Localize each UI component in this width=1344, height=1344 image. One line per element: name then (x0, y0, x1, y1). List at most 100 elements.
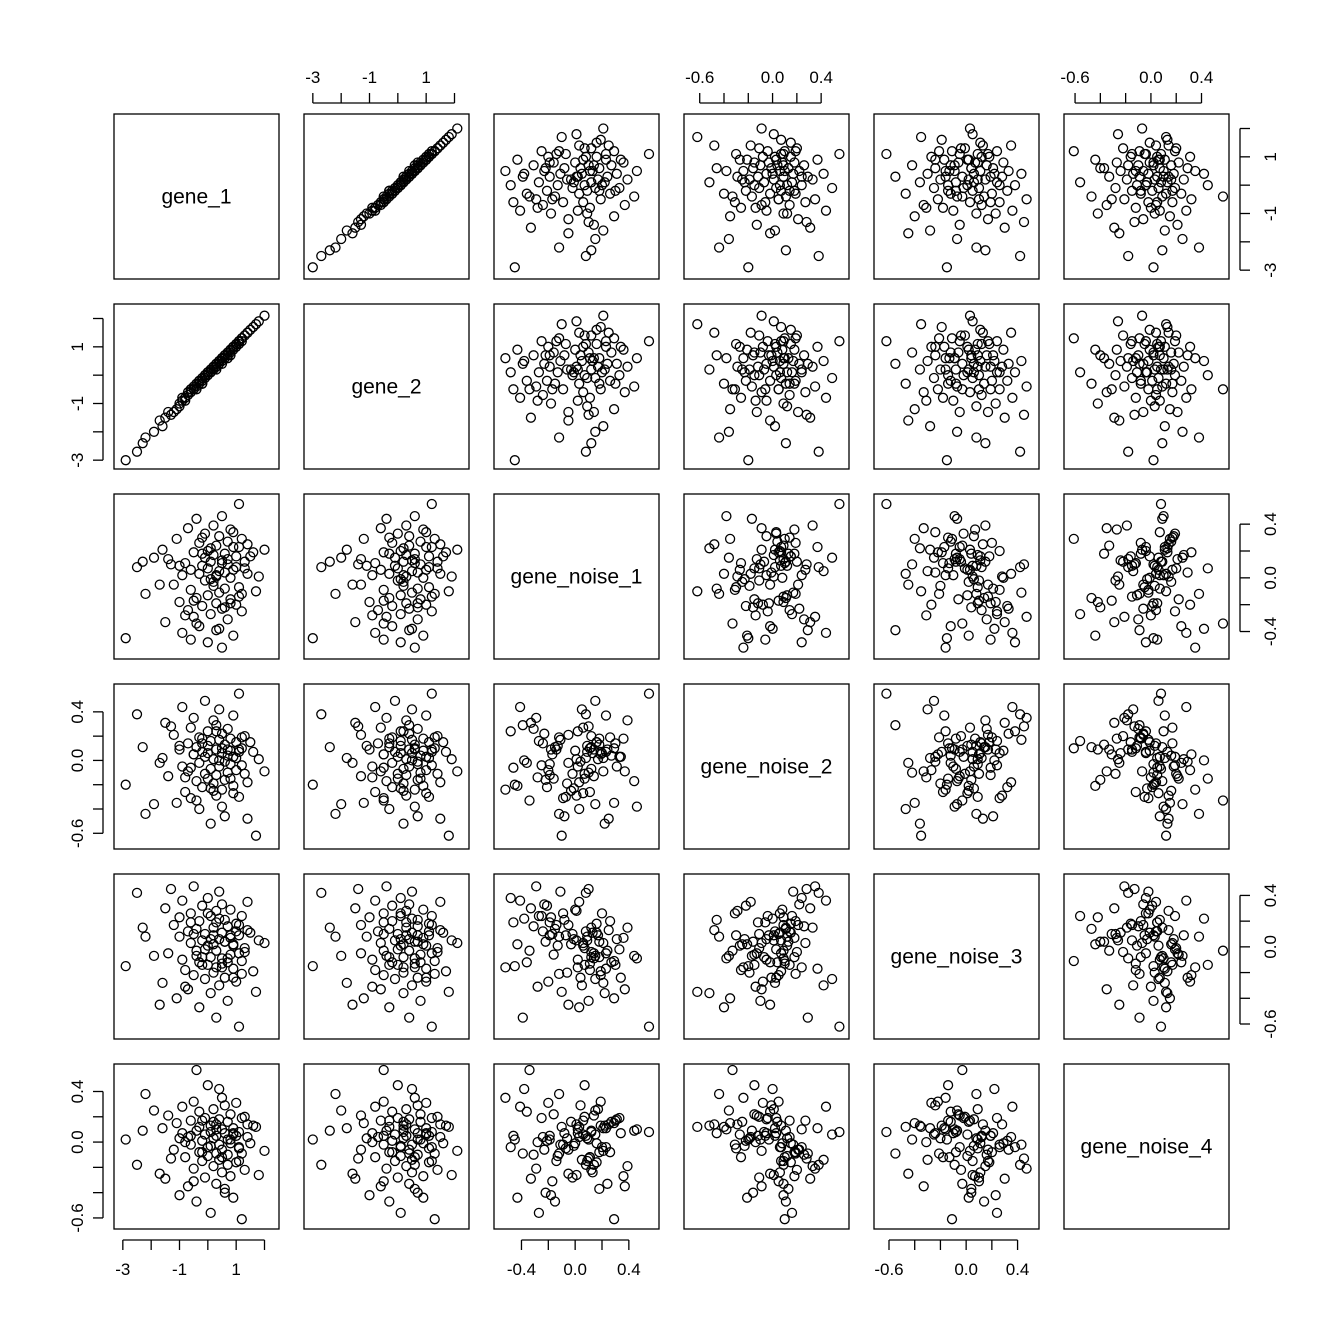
scatter-point (544, 917, 555, 928)
scatter-point (384, 959, 395, 971)
scatter-point (1154, 341, 1165, 352)
scatter-point (996, 790, 1008, 801)
scatter-point (355, 729, 367, 741)
scatter-point (528, 723, 539, 735)
scatter-point (180, 610, 191, 621)
scatter-point (412, 930, 423, 941)
scatter-point (768, 571, 779, 582)
scatter-point (590, 233, 601, 245)
scatter-point (517, 1148, 528, 1159)
scatter-point (163, 948, 174, 959)
scatter-point (561, 364, 573, 375)
scatter-point (985, 769, 996, 781)
scatter-point (588, 353, 600, 364)
scatter-point (188, 1176, 199, 1187)
scatter-point (763, 350, 775, 361)
scatter-point (578, 154, 589, 165)
scatter-point (937, 786, 949, 798)
scatter-point (140, 1088, 151, 1100)
scatter-point (932, 194, 944, 205)
scatter-point (760, 634, 771, 645)
scatter-point (798, 614, 810, 625)
scatter-point (881, 1126, 892, 1138)
scatter-point (148, 426, 160, 437)
scatter-point (791, 1164, 803, 1176)
scatter-point (611, 933, 622, 945)
scatter-point (982, 744, 994, 755)
scatter-point (1166, 750, 1177, 761)
scatter-point (798, 350, 810, 361)
scatter-point (881, 688, 892, 699)
scatter-point (222, 536, 233, 547)
scatter-point (384, 738, 395, 749)
scatter-point (1016, 1139, 1027, 1150)
scatter-point (574, 140, 585, 151)
scatter-point (579, 143, 590, 154)
scatter-point (955, 1164, 967, 1176)
scatter-point (406, 913, 418, 924)
scatter-point (584, 353, 596, 364)
scatter-point (579, 1111, 590, 1122)
scatter-point (818, 355, 829, 367)
scatter-point (571, 1119, 582, 1130)
panel-frame (113, 113, 280, 280)
scatter-point (225, 1134, 236, 1145)
scatter-point (1152, 598, 1163, 609)
scatter-point (211, 364, 222, 375)
scatter-point (574, 896, 585, 908)
scatter-point (216, 784, 228, 795)
scatter-point (600, 710, 612, 721)
scatter-point (741, 939, 753, 950)
scatter-point (330, 242, 341, 253)
scatter-point (772, 1116, 783, 1127)
scatter-point (375, 197, 386, 208)
scatter-point (964, 197, 976, 208)
scatter-point (1125, 918, 1136, 929)
scatter-point (1074, 367, 1086, 378)
scatter-point (202, 1080, 213, 1091)
scatter-point (398, 939, 409, 950)
scatter-point (245, 1138, 256, 1149)
scatter-point (358, 993, 369, 1004)
panel-frame (493, 1063, 660, 1230)
scatter-point (775, 948, 787, 959)
scatter-point (909, 404, 920, 415)
scatter-point (906, 767, 918, 778)
scatter-point (552, 940, 563, 951)
scatter-point (398, 818, 409, 829)
scatter-point (834, 1126, 845, 1138)
scatter-point (426, 746, 437, 758)
scatter-point (553, 1088, 565, 1100)
scatter-point (214, 913, 225, 924)
scatter-point (600, 1141, 612, 1153)
scatter-point (384, 1147, 395, 1158)
scatter-point (250, 319, 262, 330)
scatter-point (989, 355, 1000, 367)
scatter-point (236, 732, 247, 743)
scatter-point (768, 361, 779, 372)
scatter-point (590, 973, 601, 985)
scatter-point (409, 510, 420, 522)
panel-gene_noise_4-vs-gene_noise_4: gene_noise_4 (1063, 1063, 1230, 1230)
scatter-point (903, 579, 914, 590)
scatter-point (395, 590, 406, 601)
scatter-point (755, 559, 766, 570)
scatter-point (216, 958, 228, 969)
scatter-point (222, 1149, 233, 1160)
scatter-point (219, 756, 230, 767)
scatter-point (1148, 960, 1159, 972)
scatter-point (1178, 174, 1189, 185)
scatter-point (1128, 704, 1139, 715)
scatter-point (942, 773, 954, 784)
scatter-point (1140, 336, 1152, 347)
scatter-point (1178, 361, 1189, 372)
scatter-point (926, 599, 937, 610)
scatter-point (800, 564, 811, 575)
scatter-point (980, 438, 991, 449)
scatter-point (537, 389, 549, 401)
scatter-point (423, 582, 435, 593)
scatter-point (745, 896, 756, 908)
scatter-point (194, 1147, 205, 1158)
scatter-point (347, 999, 358, 1010)
scatter-point (903, 228, 914, 239)
